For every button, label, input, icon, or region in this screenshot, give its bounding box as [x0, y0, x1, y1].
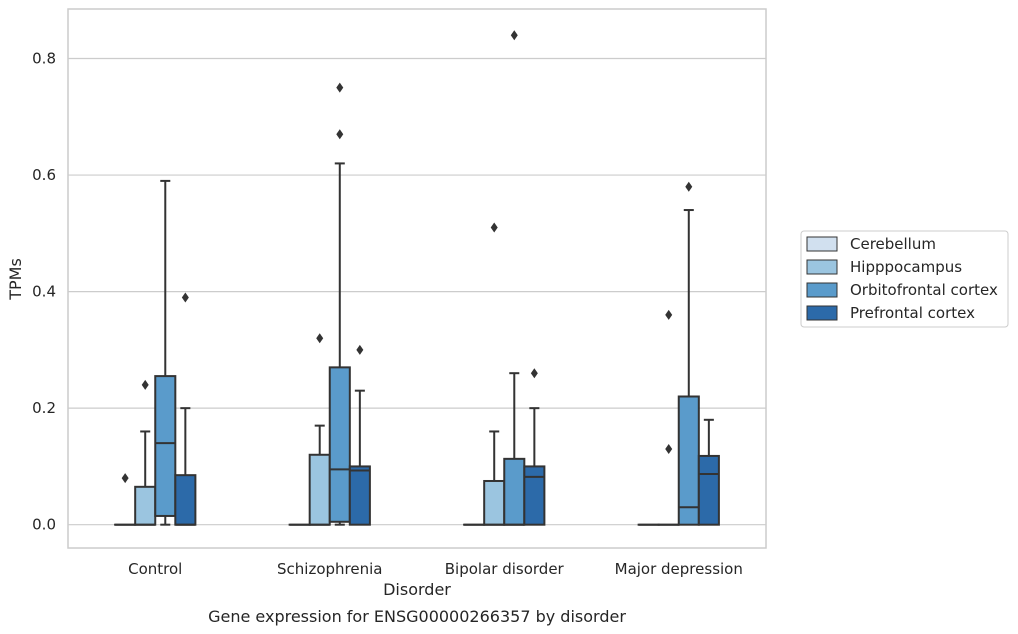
- box-orbitofrontal-cortex: [154, 179, 177, 526]
- outlier-point: [530, 368, 538, 379]
- legend-frame: [800, 230, 1009, 328]
- boxes: [114, 30, 720, 526]
- legend-label: Orbitofrontal cortex: [850, 281, 998, 299]
- outlier-point: [336, 82, 344, 93]
- x-tick-label: Control: [128, 560, 182, 578]
- box-iqr: [308, 453, 331, 526]
- box-prefrontal-cortex: [523, 368, 546, 526]
- box-iqr: [154, 375, 177, 517]
- outlier-point: [665, 443, 673, 454]
- box-orbitofrontal-cortex: [677, 181, 700, 526]
- x-tick-label: Schizophrenia: [277, 560, 382, 578]
- outlier-point: [490, 222, 498, 233]
- box-hipppocampus: [483, 222, 506, 526]
- legend-swatch: [806, 236, 838, 252]
- legend-label: Hipppocampus: [850, 258, 962, 276]
- y-tick-label: 0.4: [32, 283, 56, 301]
- box-orbitofrontal-cortex: [328, 82, 351, 526]
- box-iqr: [134, 485, 157, 526]
- outlier-point: [356, 344, 364, 355]
- legend-swatch: [806, 282, 838, 298]
- box-iqr: [483, 479, 506, 526]
- legend-swatch: [806, 259, 838, 275]
- chart-caption: Gene expression for ENSG00000266357 by d…: [208, 607, 626, 626]
- y-tick-label: 0.8: [32, 50, 56, 68]
- legend-label: Cerebellum: [850, 235, 936, 253]
- box-orbitofrontal-cortex: [503, 30, 526, 526]
- legend-label: Prefrontal cortex: [850, 304, 975, 322]
- box-iqr: [677, 395, 700, 526]
- outlier-point: [510, 30, 518, 41]
- box-prefrontal-cortex: [697, 418, 720, 526]
- y-tick-label: 0.2: [32, 399, 56, 417]
- box-iqr: [328, 366, 351, 523]
- y-tick-labels: 0.0 0.2 0.4 0.6 0.8: [32, 50, 56, 534]
- outlier-point: [336, 129, 344, 140]
- x-tick-label: Bipolar disorder: [445, 560, 565, 578]
- outlier-point: [141, 379, 149, 390]
- x-axis-label: Disorder: [383, 580, 451, 599]
- box-hipppocampus: [657, 309, 680, 526]
- outlier-point: [121, 473, 129, 484]
- box-iqr: [174, 474, 197, 526]
- x-tick-labels: Control Schizophrenia Bipolar disorder Majo…: [128, 560, 743, 578]
- y-tick-label: 0.0: [32, 516, 56, 534]
- box-prefrontal-cortex: [174, 292, 197, 526]
- box-prefrontal-cortex: [348, 344, 371, 526]
- y-tick-label: 0.6: [32, 166, 56, 184]
- outlier-point: [685, 181, 693, 192]
- box-iqr: [503, 457, 526, 526]
- box-iqr: [348, 465, 371, 526]
- box-hipppocampus: [308, 333, 331, 526]
- box-hipppocampus: [134, 379, 157, 526]
- legend-swatch: [806, 305, 838, 321]
- box-iqr: [523, 465, 546, 526]
- y-axis-label: TPMs: [6, 258, 25, 301]
- outlier-point: [665, 309, 673, 320]
- plot-frame: [67, 8, 767, 549]
- x-tick-label: Major depression: [615, 560, 743, 578]
- box-cerebellum: [114, 473, 137, 526]
- outlier-point: [181, 292, 189, 303]
- outlier-point: [316, 333, 324, 344]
- box-iqr: [697, 454, 720, 526]
- legend: Cerebellum Hipppocampus Orbitofrontal cort…: [800, 230, 1009, 328]
